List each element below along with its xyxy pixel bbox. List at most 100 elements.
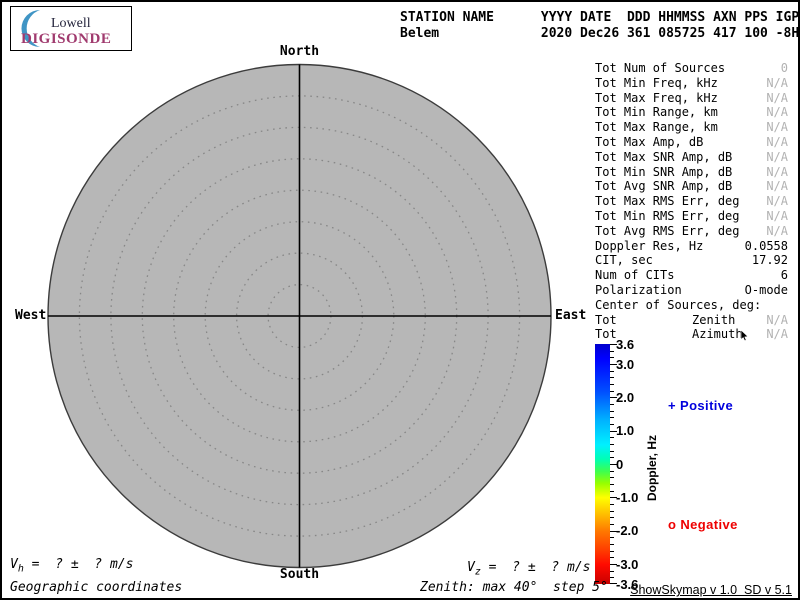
colorbar-tick xyxy=(610,570,614,572)
colorbar-axis-title: Doppler, Hz xyxy=(645,435,659,502)
info-row-value: N/A xyxy=(766,194,788,209)
info-row-sublabel: Azimuth xyxy=(692,327,743,342)
vz-subscript: z xyxy=(474,566,481,578)
colorbar-tick-label: -1.0 xyxy=(616,489,639,505)
info-row-value: N/A xyxy=(766,208,788,223)
colorbar-tick xyxy=(610,544,614,545)
legend-positive: + Positive xyxy=(668,398,733,413)
info-row-label: Tot Min Range, km xyxy=(595,105,718,120)
info-row: CIT, sec 17.92 xyxy=(595,253,788,268)
vh-readout: Vh = ? ± ? m/s xyxy=(10,557,133,575)
info-row-value: N/A xyxy=(766,327,788,342)
colorbar-tick-label: 3.0 xyxy=(616,356,635,372)
legend-positive-label: Positive xyxy=(680,398,734,413)
info-row-label: Tot Min SNR Amp, dB xyxy=(595,164,733,179)
plus-marker-icon: + xyxy=(668,398,676,413)
colorbar-tick-label: 0 xyxy=(616,456,624,472)
info-row-value: N/A xyxy=(766,179,788,194)
vh-value: = ? ± ? m/s xyxy=(23,557,134,572)
info-row: Tot Min Freq, kHz N/A xyxy=(595,76,788,91)
colorbar-tick-label: -3.0 xyxy=(616,556,639,572)
info-row-label: Polarization xyxy=(595,282,682,297)
info-row-label: Tot xyxy=(595,312,617,327)
info-row: Tot Max SNR Amp, dB N/A xyxy=(595,150,788,165)
coordinate-system-label: Geographic coordinates xyxy=(10,580,183,595)
info-row-value: N/A xyxy=(766,120,788,135)
zenith-range-note: Zenith: max 40° step 5° xyxy=(420,580,608,595)
info-row-label: Tot Max Freq, kHz xyxy=(595,90,718,105)
colorbar-tick xyxy=(610,484,614,485)
info-row: Center of Sources, deg: xyxy=(595,298,788,313)
info-row: Tot Azimuth N/A xyxy=(595,327,788,342)
info-row: Tot Min RMS Err, deg N/A xyxy=(595,209,788,224)
info-row-value: 0 xyxy=(780,61,788,75)
compass-label-west: West xyxy=(15,308,47,323)
info-row: Num of CITs 6 xyxy=(595,268,788,283)
vz-value: = ? ± ? m/s xyxy=(480,560,591,575)
colorbar-tick xyxy=(610,577,614,579)
info-row: Tot Max Range, km N/A xyxy=(595,120,788,135)
colorbar-tick xyxy=(610,417,614,419)
logo-text-digisonde: DIGISONDE xyxy=(21,31,112,47)
colorbar-tick xyxy=(610,504,614,505)
compass-label-north: North xyxy=(279,44,320,59)
info-row: Polarization O-mode xyxy=(595,283,788,298)
colorbar-tick xyxy=(610,537,614,539)
vh-subscript: h xyxy=(17,563,24,575)
info-row-label: Tot Max Range, km xyxy=(595,120,718,135)
colorbar-tick xyxy=(610,450,614,452)
colorbar-tick xyxy=(610,550,614,552)
info-row: Tot Min SNR Amp, dB N/A xyxy=(595,165,788,180)
info-row-label: Doppler Res, Hz xyxy=(595,238,704,253)
colorbar-tick-label: -2.0 xyxy=(616,523,639,539)
colorbar-tick xyxy=(610,557,614,559)
info-row-label: Tot Min Freq, kHz xyxy=(595,75,718,90)
info-row-label: Center of Sources, deg: xyxy=(595,297,762,312)
colorbar-tick xyxy=(610,377,614,379)
colorbar-tick xyxy=(610,350,614,352)
colorbar-tick xyxy=(610,464,617,465)
info-row-label: Tot Max RMS Err, deg xyxy=(595,194,740,209)
info-row: Doppler Res, Hz 0.0558 xyxy=(595,239,788,254)
colorbar-tick xyxy=(610,397,617,399)
colorbar-tick xyxy=(610,404,614,405)
colorbar-tick xyxy=(610,564,617,565)
info-row-value: N/A xyxy=(766,223,788,238)
compass-label-east: East xyxy=(555,308,587,323)
info-row-label: Tot Avg RMS Err, deg xyxy=(595,223,740,238)
colorbar-tick xyxy=(610,357,614,359)
info-row-label: Num of CITs xyxy=(595,268,675,283)
info-row-value: 0.0558 xyxy=(744,238,788,253)
info-row-value: 6 xyxy=(780,268,788,283)
colorbar-tick xyxy=(610,364,617,365)
header-station-values: Belem 2020 Dec26 361 085725 417 100 -8H xyxy=(400,26,800,41)
colorbar-tick xyxy=(610,390,614,392)
info-row-value: O-mode xyxy=(744,282,788,297)
lowell-digisonde-logo: Lowell DIGISONDE xyxy=(10,6,132,51)
info-row-value: N/A xyxy=(766,149,788,164)
doppler-colorbar: 3.6 3.0 2.0 1.0 0 -1.0 -2.0 -3.0 -3.6 xyxy=(595,338,715,591)
info-row-value: N/A xyxy=(766,90,788,105)
colorbar-tick xyxy=(610,430,617,432)
vz-symbol: V xyxy=(467,560,475,575)
colorbar-tick xyxy=(610,344,617,345)
colorbar-tick-label: 1.0 xyxy=(616,423,635,439)
colorbar-tick xyxy=(610,457,614,459)
info-row-value: N/A xyxy=(766,134,788,149)
colorbar-tick xyxy=(610,444,614,445)
circle-marker-icon: o xyxy=(668,517,677,532)
info-row: Tot Avg RMS Err, deg N/A xyxy=(595,224,788,239)
info-row: Tot Max RMS Err, deg N/A xyxy=(595,194,788,209)
info-row: Tot Max Amp, dB N/A xyxy=(595,135,788,150)
info-row-label: Tot xyxy=(595,327,617,342)
app-version-label: ShowSkymap v 1.0 SD v 5.1 xyxy=(630,583,792,597)
colorbar-tick xyxy=(610,437,614,439)
colorbar-tick xyxy=(610,384,614,385)
vh-symbol: V xyxy=(10,557,18,572)
colorbar-gradient xyxy=(595,344,610,584)
info-row-value: N/A xyxy=(766,75,788,90)
colorbar-tick xyxy=(610,470,614,472)
header-column-labels: STATION NAME YYYY DATE DDD HHMMSS AXN PP… xyxy=(400,10,800,25)
